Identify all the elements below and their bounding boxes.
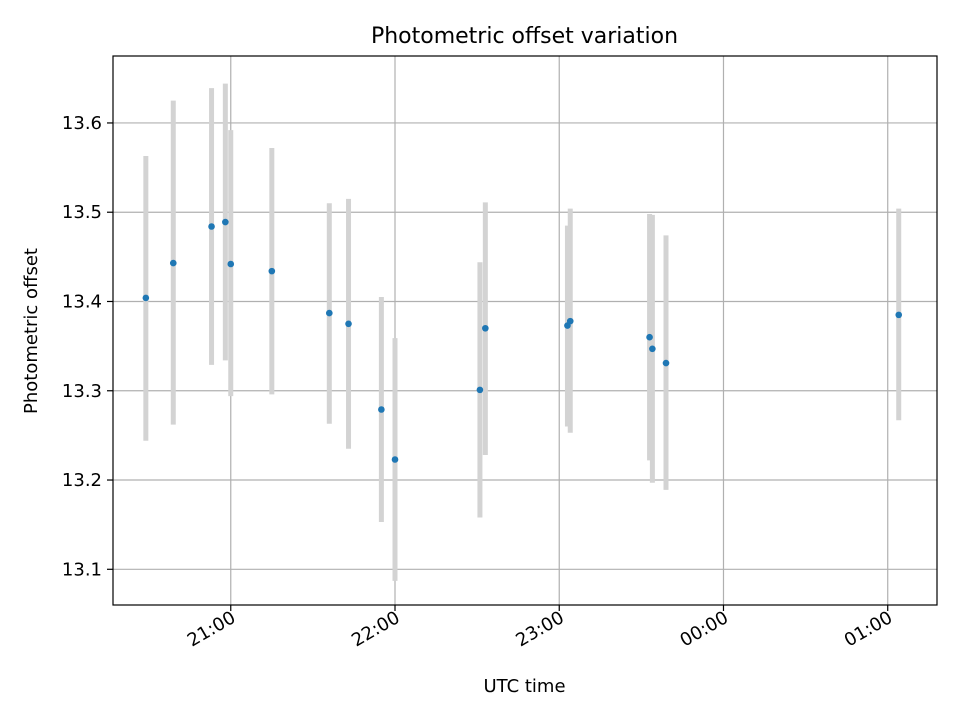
data-point bbox=[378, 406, 385, 413]
data-point bbox=[649, 345, 656, 353]
x-tick-label: 23:00 bbox=[512, 607, 567, 651]
y-axis-label: Photometric offset bbox=[21, 248, 42, 414]
x-tick-label: 00:00 bbox=[677, 607, 732, 651]
data-points bbox=[142, 218, 903, 463]
data-point bbox=[566, 317, 574, 325]
x-tick-label: 01:00 bbox=[841, 607, 896, 651]
data-point bbox=[326, 309, 333, 317]
plot-frame bbox=[112, 55, 938, 606]
data-point bbox=[482, 324, 489, 332]
y-tick-label: 13.2 bbox=[62, 470, 102, 491]
x-axis: 21:00 22:00 23:00 00:00 01:00 bbox=[184, 605, 896, 651]
y-axis: 13.1 13.2 13.3 13.4 13.5 13.6 bbox=[62, 113, 113, 580]
data-point bbox=[222, 218, 229, 226]
y-tick-label: 13.3 bbox=[62, 381, 102, 402]
grid bbox=[113, 56, 937, 605]
y-tick-label: 13.5 bbox=[62, 202, 102, 223]
y-tick-label: 13.1 bbox=[62, 559, 102, 580]
x-tick-label: 21:00 bbox=[184, 607, 239, 651]
data-point bbox=[646, 333, 653, 341]
data-point bbox=[208, 223, 215, 230]
data-point bbox=[268, 267, 276, 275]
data-point bbox=[391, 456, 399, 463]
y-tick-label: 13.4 bbox=[62, 291, 102, 312]
x-axis-label: UTC time bbox=[483, 676, 565, 697]
data-point bbox=[169, 259, 177, 267]
data-point bbox=[227, 260, 235, 268]
data-point bbox=[476, 386, 484, 394]
data-point bbox=[895, 311, 903, 319]
chart-title: Photometric offset variation bbox=[371, 24, 678, 49]
data-point bbox=[142, 294, 150, 302]
data-point bbox=[345, 320, 352, 328]
data-point bbox=[662, 359, 670, 367]
y-tick-label: 13.6 bbox=[62, 113, 102, 134]
x-tick-label: 22:00 bbox=[348, 607, 403, 651]
errorbars bbox=[143, 83, 902, 581]
